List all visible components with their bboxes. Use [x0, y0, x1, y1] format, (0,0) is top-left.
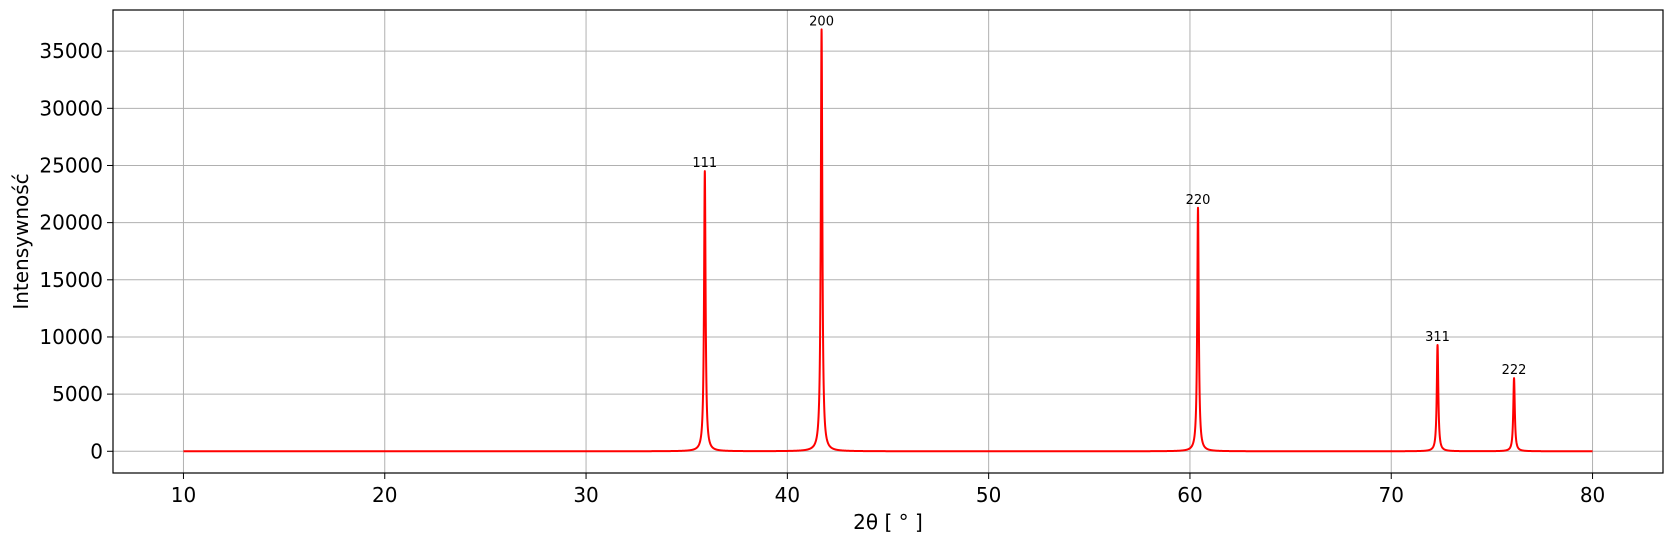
peak-labels: 111 200 220 311 222 — [692, 14, 1526, 378]
y-tick-label: 20000 — [39, 211, 103, 235]
x-tick-label: 10 — [171, 483, 196, 507]
series-line — [182, 28, 1594, 453]
y-axis-ticks: 0 5000 10000 15000 20000 25000 30000 35000 — [39, 39, 113, 463]
x-tick-label: 60 — [1177, 483, 1202, 507]
y-tick-label: 5000 — [52, 382, 103, 406]
y-tick-label: 15000 — [39, 268, 103, 292]
y-tick-label: 25000 — [39, 153, 103, 177]
y-tick-label: 10000 — [39, 325, 103, 349]
peak-label-200: 200 — [809, 14, 834, 29]
y-tick-label: 30000 — [39, 96, 103, 120]
x-tick-label: 80 — [1580, 483, 1605, 507]
peak-label-311: 311 — [1425, 330, 1450, 345]
peak-label-222: 222 — [1502, 363, 1527, 378]
x-tick-label: 40 — [775, 483, 800, 507]
x-axis-ticks: 10 20 30 40 50 60 70 80 — [171, 473, 1605, 507]
plot-frame — [112, 9, 1664, 474]
x-tick-label: 50 — [976, 483, 1001, 507]
peak-label-111: 111 — [692, 156, 717, 171]
peak-label-220: 220 — [1186, 193, 1211, 208]
series-layer — [182, 28, 1594, 453]
y-tick-label: 35000 — [39, 39, 103, 63]
y-tick-label: 0 — [90, 439, 103, 463]
x-tick-label: 20 — [372, 483, 397, 507]
grid — [113, 10, 1663, 473]
x-axis-label: 2θ [ ° ] — [853, 510, 923, 534]
x-tick-label: 70 — [1379, 483, 1404, 507]
y-axis-label: Intensywność — [9, 173, 33, 309]
x-tick-label: 30 — [573, 483, 598, 507]
